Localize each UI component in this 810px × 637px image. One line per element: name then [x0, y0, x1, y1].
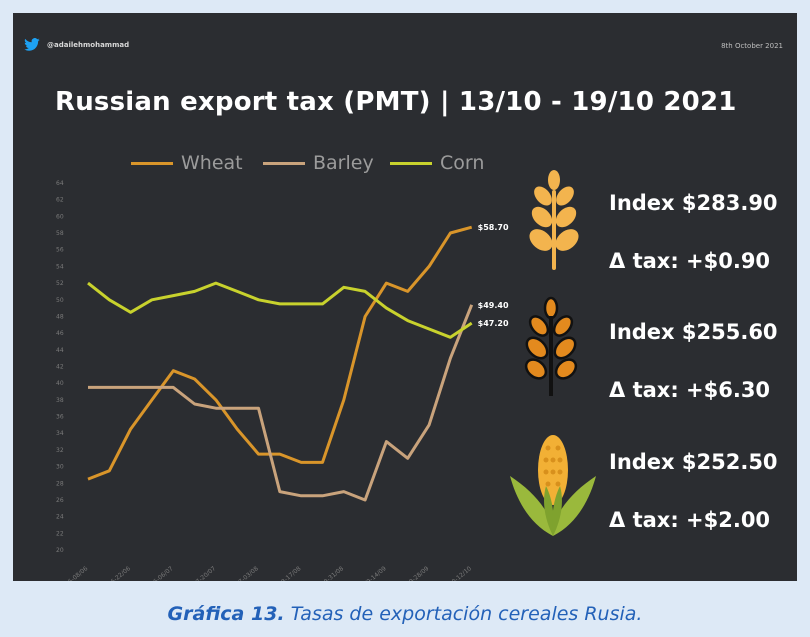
- legend-swatch-barley: [263, 161, 305, 165]
- x-tick-label: 06/10-12/10: [440, 565, 473, 581]
- y-tick-label: 24: [56, 514, 64, 521]
- corn-tax: Δ tax: +$2.00: [609, 508, 771, 532]
- y-tick-label: 64: [56, 180, 64, 187]
- y-tick-label: 42: [56, 364, 64, 371]
- legend-label-wheat: Wheat: [181, 152, 243, 174]
- y-tick-label: 46: [56, 330, 64, 337]
- twitter-handle: @adailehmohammad: [23, 38, 129, 52]
- y-tick-label: 26: [56, 497, 64, 504]
- y-tick-label: 52: [56, 280, 64, 287]
- y-tick-label: 54: [56, 263, 64, 270]
- y-tick-label: 58: [56, 230, 64, 237]
- x-tick-label: 14/07-20/07: [185, 565, 218, 581]
- x-tick-label: 25/08-31/08: [312, 565, 345, 581]
- y-tick-label: 50: [56, 297, 64, 304]
- series-line-barley: [88, 304, 474, 502]
- y-tick-label: 36: [56, 414, 64, 421]
- corn-index: Index $252.50: [609, 450, 778, 474]
- wheat-index: Index $283.90: [609, 191, 778, 215]
- y-tick-label: 62: [56, 197, 64, 204]
- end-value-label-barley: $49.40: [478, 301, 509, 310]
- y-tick-label: 44: [56, 347, 64, 354]
- y-tick-label: 48: [56, 313, 64, 320]
- series-line-corn: [87, 281, 473, 339]
- legend-wheat: Wheat: [131, 152, 243, 174]
- barley-index: Index $255.60: [609, 320, 778, 344]
- figure-caption: Gráfica 13. Tasas de exportación cereale…: [0, 603, 810, 625]
- chart-card: @adailehmohammad 8th October 2021 Russia…: [13, 13, 797, 581]
- legend-label-corn: Corn: [440, 152, 485, 174]
- wheat-icon: [525, 170, 583, 274]
- legend-barley: Barley: [263, 152, 374, 174]
- y-tick-label: 60: [56, 213, 64, 220]
- y-tick-label: 22: [56, 530, 64, 537]
- post-date: 8th October 2021: [721, 42, 783, 50]
- y-tick-label: 28: [56, 480, 64, 487]
- end-value-label-wheat: $58.70: [478, 223, 509, 232]
- y-tick-label: 20: [56, 547, 64, 554]
- legend-corn: Corn: [390, 152, 484, 174]
- handle-text: @adailehmohammad: [47, 41, 130, 49]
- y-tick-label: 38: [56, 397, 64, 404]
- x-tick-label: 11/08-17/08: [270, 565, 303, 581]
- x-tick-label: 02/06-08/06: [57, 565, 90, 581]
- barley-icon: [520, 296, 582, 400]
- x-tick-label: 28/07-03/08: [227, 565, 260, 581]
- caption-text: Tasas de exportación cereales Rusia.: [290, 603, 643, 625]
- y-tick-label: 40: [56, 380, 64, 387]
- y-tick-label: 30: [56, 464, 64, 471]
- legend-swatch-corn: [390, 161, 432, 165]
- y-tick-label: 34: [56, 430, 64, 437]
- legend-label-barley: Barley: [313, 152, 374, 174]
- corn-icon: [508, 428, 598, 542]
- wheat-tax: Δ tax: +$0.90: [609, 249, 771, 273]
- x-tick-label: 08/9-14/09: [358, 565, 388, 581]
- x-tick-label: 30/06-06/07: [142, 565, 175, 581]
- end-value-label-corn: $47.20: [478, 319, 509, 328]
- y-tick-label: 32: [56, 447, 64, 454]
- twitter-icon: [24, 38, 40, 51]
- x-tick-label: 17/06-22/06: [99, 565, 132, 581]
- barley-tax: Δ tax: +$6.30: [609, 378, 771, 402]
- series-line-wheat: [87, 225, 473, 481]
- x-tick-label: 22/09-28/09: [398, 565, 431, 581]
- y-tick-label: 56: [56, 247, 64, 254]
- chart-title: Russian export tax (PMT) | 13/10 - 19/10…: [55, 87, 737, 117]
- caption-label: Gráfica 13.: [167, 603, 285, 625]
- line-chart: 20 22 24 26 28 30 32 34 36 38 40 42 44 46 48 50 52 54 56 58…: [56, 180, 509, 581]
- legend-swatch-wheat: [131, 161, 173, 165]
